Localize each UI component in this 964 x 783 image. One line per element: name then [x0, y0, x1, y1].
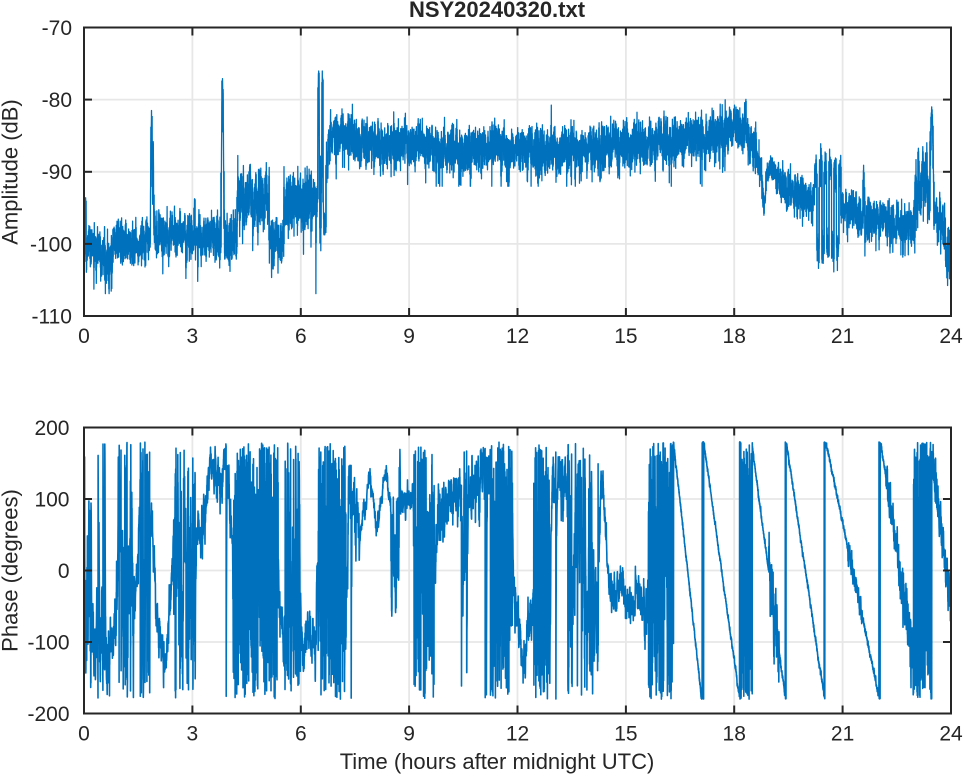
svg-text:-110: -110 [32, 306, 72, 329]
svg-text:9: 9 [403, 325, 415, 348]
svg-text:9: 9 [403, 723, 415, 746]
svg-text:100: 100 [34, 489, 69, 512]
svg-text:-90: -90 [42, 161, 72, 184]
svg-text:6: 6 [295, 723, 307, 746]
svg-text:200: 200 [34, 417, 69, 440]
svg-text:12: 12 [506, 325, 529, 348]
svg-text:24: 24 [939, 723, 963, 746]
svg-text:0: 0 [78, 325, 90, 348]
svg-text:6: 6 [295, 325, 307, 348]
svg-text:21: 21 [831, 723, 854, 746]
svg-text:24: 24 [939, 325, 963, 348]
svg-text:Time (hours after midnight UTC: Time (hours after midnight UTC) [340, 749, 655, 774]
svg-text:21: 21 [831, 325, 854, 348]
svg-text:0: 0 [78, 723, 90, 746]
svg-text:-100: -100 [27, 632, 69, 655]
svg-text:18: 18 [723, 325, 746, 348]
svg-text:15: 15 [614, 325, 637, 348]
svg-text:Amplitude (dB): Amplitude (dB) [0, 99, 23, 245]
svg-text:15: 15 [614, 723, 637, 746]
svg-text:-100: -100 [30, 233, 72, 256]
svg-text:-70: -70 [42, 17, 72, 40]
svg-text:NSY20240320.txt: NSY20240320.txt [409, 0, 586, 22]
svg-text:0: 0 [58, 560, 70, 583]
svg-text:-200: -200 [27, 703, 69, 726]
svg-text:3: 3 [187, 325, 199, 348]
svg-text:-80: -80 [42, 89, 72, 112]
svg-text:12: 12 [506, 723, 529, 746]
svg-text:18: 18 [723, 723, 746, 746]
svg-text:Phase (degrees): Phase (degrees) [0, 489, 23, 652]
svg-text:3: 3 [187, 723, 199, 746]
